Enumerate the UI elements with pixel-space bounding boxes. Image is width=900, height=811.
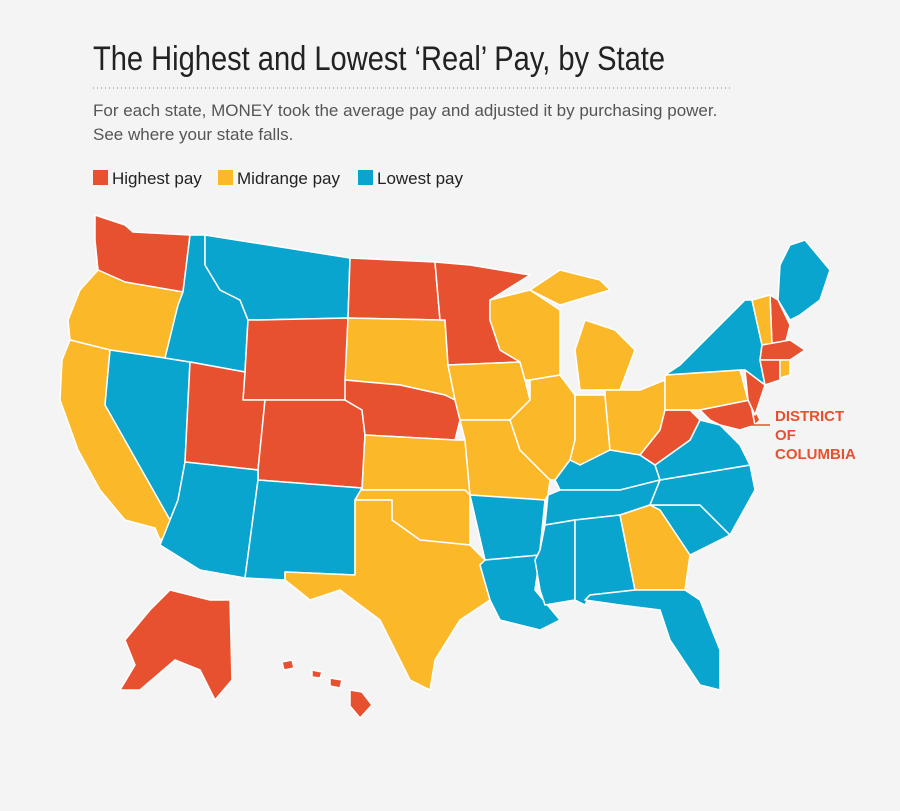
subtitle: For each state, MONEY took the average p… <box>93 101 717 120</box>
state <box>759 359 781 386</box>
state <box>281 659 295 671</box>
state <box>344 379 461 441</box>
legend-swatch <box>218 170 233 185</box>
state <box>744 369 766 416</box>
state <box>489 289 561 381</box>
state <box>361 434 471 496</box>
legend-swatch <box>93 170 108 185</box>
state <box>244 479 363 581</box>
state <box>119 589 233 701</box>
state <box>529 269 611 306</box>
state <box>349 689 373 719</box>
legend-label: Highest pay <box>112 169 202 188</box>
state <box>159 461 259 579</box>
subtitle: See where your state falls. <box>93 125 293 144</box>
legend-label: Midrange pay <box>237 169 341 188</box>
state <box>347 257 441 321</box>
states <box>59 214 831 719</box>
dc-label: COLUMBIA <box>775 446 856 463</box>
state <box>329 677 343 689</box>
legend: Highest pay Midrange pay Lowest pay <box>93 169 463 188</box>
title: The Highest and Lowest ‘Real’ Pay, by St… <box>93 40 665 78</box>
state <box>759 339 806 361</box>
legend-swatch <box>358 170 373 185</box>
state <box>639 409 701 466</box>
dc-label: DISTRICT <box>775 408 844 425</box>
state <box>779 359 791 379</box>
dc-label: OF <box>775 427 796 444</box>
legend-label: Lowest pay <box>377 169 463 188</box>
state <box>311 669 323 679</box>
state <box>584 589 721 691</box>
state <box>284 499 491 691</box>
state <box>257 399 366 489</box>
state <box>242 317 349 401</box>
